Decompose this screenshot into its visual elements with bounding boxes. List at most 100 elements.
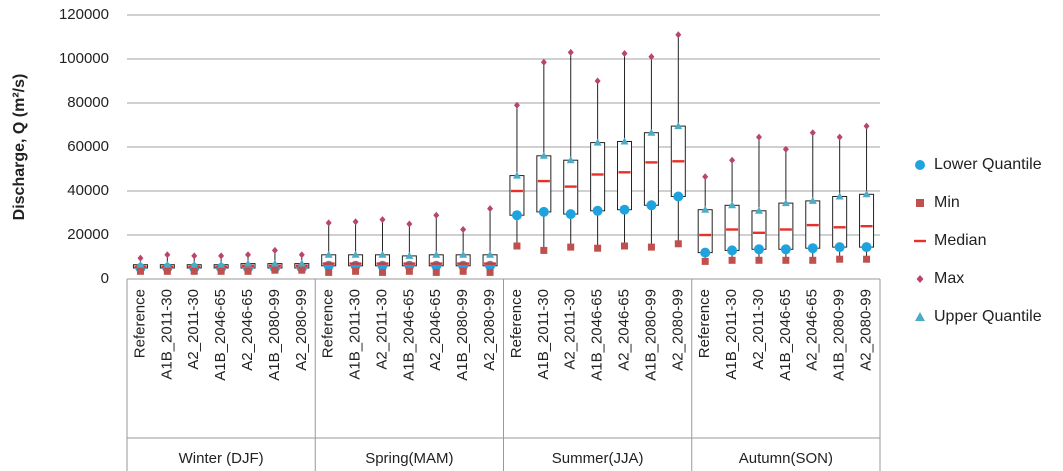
lower-quantile-marker [538,206,549,217]
upper-quantile-marker [351,250,360,258]
x-tick-label: Reference [508,289,525,358]
upper-quantile-marker [324,250,333,258]
max-marker [164,251,171,259]
x-tick-label: A1B_2046-65 [777,289,794,381]
box [643,132,659,206]
median-marker [591,173,604,176]
group-label: Winter (DJF) [179,450,264,467]
max-marker [433,211,440,219]
median-marker [564,185,577,188]
max-marker [729,156,736,164]
upper-quantile-marker [808,196,817,204]
median-marker [779,228,792,231]
median-marker [860,225,873,228]
upper-quantile-marker [593,138,602,146]
box [617,141,633,211]
x-tick-label: A2_2080-99 [858,289,875,371]
box [832,196,848,248]
min-marker [836,255,844,263]
max-marker [540,58,547,66]
min-marker [863,255,871,263]
min-marker [325,268,333,276]
upper-quantile-marker [781,199,790,207]
median-marker [484,262,497,265]
median-marker [672,160,685,163]
group-label: Summer(JJA) [552,450,644,467]
min-marker [432,268,440,276]
x-tick-label: A2_2011-30 [562,289,579,370]
max-marker [245,251,252,259]
min-marker [809,256,817,264]
legend-label: Median [934,232,986,249]
x-tick-label: A1B_2080-99 [454,289,471,381]
upper-quantile-marker [620,137,629,145]
min-marker [567,243,575,251]
median-marker [618,171,631,174]
upper-quantile-marker [432,250,441,258]
min-marker [352,267,360,275]
upper-quantile-marker [163,260,172,268]
x-tick-label: A1B_2046-65 [400,289,417,381]
x-tick-label: A1B_2011-30 [158,289,175,380]
min-marker [755,256,763,264]
max-marker [137,254,144,262]
upper-quantile-marker [217,260,226,268]
max-marker [271,246,278,254]
legend-marker [914,239,926,243]
upper-quantile-marker [459,250,468,258]
lower-quantile-marker [646,200,657,211]
max-marker [191,252,198,260]
upper-quantile-marker [512,171,521,179]
y-tick-label: 40000 [67,182,109,199]
box [509,175,525,216]
x-tick-label: A2_2046-65 [239,289,256,371]
y-tick-label: 80000 [67,94,109,111]
upper-quantile-marker [835,192,844,200]
min-marker [701,257,709,265]
min-marker [298,266,306,274]
x-tick-label: Reference [131,289,148,358]
max-marker [218,252,225,260]
median-marker [645,161,658,164]
group-label: Autumn(SON) [739,450,833,467]
lower-quantile-marker [753,244,764,255]
max-marker [621,50,628,57]
max-marker [298,251,305,259]
max-marker [702,173,709,181]
legend-marker [915,160,925,170]
median-marker [349,262,362,265]
min-marker [621,242,629,250]
upper-quantile-marker [674,122,683,130]
y-tick-label: 120000 [59,6,109,23]
max-marker [836,133,843,141]
upper-quantile-marker [378,250,387,258]
max-marker [487,205,494,213]
min-marker [163,267,171,275]
box [724,204,740,251]
max-marker [567,48,574,56]
median-marker [457,262,470,265]
group-label: Spring(MAM) [365,450,453,467]
legend-label: Lower Quantile [934,156,1042,173]
x-tick-label: A2_2080-99 [293,289,310,371]
max-marker [379,216,386,224]
lower-quantile-marker [700,247,711,258]
lower-quantile-marker [861,242,872,253]
min-marker [594,244,602,252]
min-marker [486,268,494,276]
box [590,142,606,212]
y-tick-label: 100000 [59,50,109,67]
min-marker [271,266,279,274]
lower-quantile-marker [511,210,522,221]
upper-quantile-marker [566,156,575,164]
max-marker [648,53,655,61]
legend-marker [915,312,925,321]
box [697,209,713,254]
x-tick-label: A2_2011-30 [185,289,202,370]
x-tick-label: A1B_2046-65 [212,289,229,381]
min-marker [405,267,413,275]
min-marker [136,267,144,275]
max-marker [406,220,413,228]
max-marker [352,218,359,226]
